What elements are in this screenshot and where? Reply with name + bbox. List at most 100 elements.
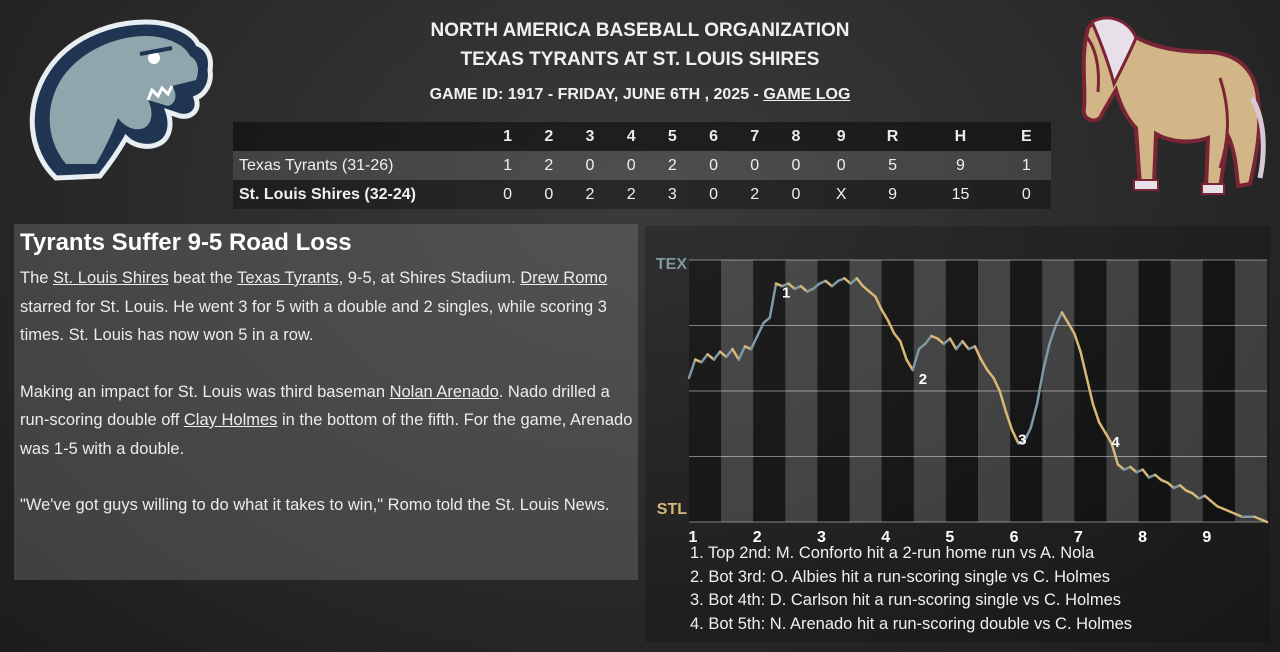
half-inning-band [1106, 260, 1139, 522]
game-log-link[interactable]: GAME LOG [763, 86, 851, 103]
half-inning-band [817, 260, 850, 522]
event-marker-label: 3 [1018, 431, 1026, 448]
win-probability-segment [1060, 311, 1070, 325]
inning-tick-label: 1 [689, 529, 698, 546]
half-inning-band [753, 260, 786, 522]
score-cell: 1 [503, 156, 513, 174]
key-event: 2. Bot 3rd: O. Albies hit a run-scoring … [690, 567, 1111, 586]
score-cell: 2 [626, 185, 636, 203]
score-cell: 9 [956, 156, 965, 174]
score-cell: 9 [888, 185, 898, 203]
column-header: 6 [709, 127, 718, 145]
half-inning-band [1202, 260, 1235, 522]
score-cell: 2 [667, 156, 677, 174]
win-probability-segment [749, 334, 759, 351]
inning-tick-label: 2 [753, 529, 762, 546]
column-header: 2 [544, 127, 554, 145]
recap-paragraph-3: "We've got guys willing to do what it ta… [20, 496, 610, 514]
text: beat the [168, 269, 238, 287]
win-probability-segment [986, 368, 995, 380]
win-probability-segment [725, 347, 734, 359]
win-probability-segment [718, 350, 728, 359]
win-probability-segment [942, 337, 952, 346]
half-inning-band [978, 260, 1011, 522]
linescore-row-away: Texas Tyrants (31-26) 1 2 0 0 2 0 0 0 0 5 9 1 [233, 151, 1051, 180]
win-probability-segment [948, 337, 958, 351]
score-cell: 2 [585, 185, 595, 203]
away-team-name[interactable]: Texas Tyrants (31-26) [239, 156, 394, 174]
recap-headline: Tyrants Suffer 9-5 Road Loss [20, 229, 352, 256]
team-header [233, 122, 487, 151]
recap-body: The St. Louis Shires beat the Texas Tyra… [20, 264, 636, 548]
score-cell: 0 [750, 156, 760, 174]
column-header: 7 [750, 127, 760, 145]
text: in the bottom of the fifth. For the game… [20, 411, 633, 458]
half-inning-band [881, 260, 914, 522]
win-probability-segment [1079, 350, 1089, 380]
score-cell: 15 [951, 185, 970, 203]
win-probability-segment [731, 347, 740, 361]
win-probability-segment [687, 358, 697, 380]
half-inning-band [849, 260, 882, 522]
win-probability-segment [1178, 484, 1188, 492]
column-header: R [886, 127, 899, 145]
chart-bottom-team-label: STL [657, 501, 687, 518]
score-cell: 3 [667, 185, 677, 203]
link-nolan-arenado[interactable]: Nolan Arenado [389, 382, 499, 401]
win-probability-segment [756, 321, 765, 338]
link-st-louis-shires[interactable]: St. Louis Shires [53, 269, 169, 287]
text: , 9-5, at Shires Stadium. [338, 269, 521, 287]
score-cell: 5 [888, 156, 898, 174]
score-cell: 0 [585, 156, 595, 174]
column-header: 3 [585, 127, 595, 145]
inning-tick-label: 4 [881, 529, 890, 546]
link-texas-tyrants[interactable]: Texas Tyrants [237, 269, 339, 287]
key-event: 3. Bot 4th: D. Carlson hit a run-scoring… [690, 591, 1122, 609]
text: The [20, 269, 54, 287]
linescore-table: 1 2 3 4 5 6 7 8 9 R H E Texas Tyrants (31-26) 1 2 0 0 2 0… [233, 122, 1051, 209]
organization-title: NORTH AMERICA BASEBALL ORGANIZATION [430, 20, 850, 41]
key-events-list: 1. Top 2nd: M. Conforto hit a 2-run home… [690, 542, 1132, 636]
score-cell: 0 [791, 185, 801, 203]
half-inning-band [1042, 260, 1075, 522]
win-probability-segment [1054, 311, 1064, 327]
win-probability-segment [1129, 465, 1138, 474]
half-inning-band [1010, 260, 1043, 522]
event-marker-label: 1 [782, 285, 790, 302]
win-probability-segment [1141, 468, 1151, 479]
linescore-row-home: St. Louis Shires (32-24) 0 0 2 2 3 0 2 0 X 9 15 0 [233, 180, 1051, 209]
win-probability-segment [992, 376, 1002, 393]
win-probability-segment [712, 350, 722, 361]
win-probability-segment [1023, 426, 1033, 443]
win-probability-segment [874, 295, 883, 312]
column-header: 4 [626, 127, 636, 145]
score-cell: X [835, 185, 847, 203]
win-probability-segment [936, 337, 946, 346]
win-probability-segment [843, 277, 852, 285]
score-cell: 0 [1021, 185, 1031, 203]
win-probability-segment [1073, 332, 1082, 353]
win-probability-segment [849, 277, 859, 285]
link-clay-holmes[interactable]: Clay Holmes [183, 411, 278, 429]
win-probability-segment [917, 342, 927, 351]
half-inning-band [785, 260, 818, 522]
text: starred for St. Louis. He went 3 for 5 w… [20, 297, 607, 345]
win-probability-segment [1035, 368, 1045, 406]
score-cell: 2 [750, 185, 760, 203]
home-team-name[interactable]: St. Louis Shires (32-24) [239, 185, 416, 203]
win-probability-segment [1166, 481, 1176, 490]
score-cell: 2 [544, 156, 554, 174]
win-probability-segment [1004, 410, 1014, 432]
win-probability-segment [886, 319, 896, 335]
inning-tick-label: 9 [1202, 529, 1211, 546]
win-probability-segment [1085, 376, 1095, 406]
win-probability-segment [737, 345, 747, 361]
win-probability-segment [787, 282, 796, 291]
event-marker-label: 4 [1111, 434, 1120, 451]
link-drew-romo[interactable]: Drew Romo [520, 269, 608, 287]
win-probability-segment [762, 316, 772, 325]
win-probability-segment [1153, 473, 1163, 482]
inning-tick-label: 5 [945, 529, 954, 546]
score-cell: 0 [544, 185, 554, 203]
win-probability-segment [1066, 321, 1076, 335]
